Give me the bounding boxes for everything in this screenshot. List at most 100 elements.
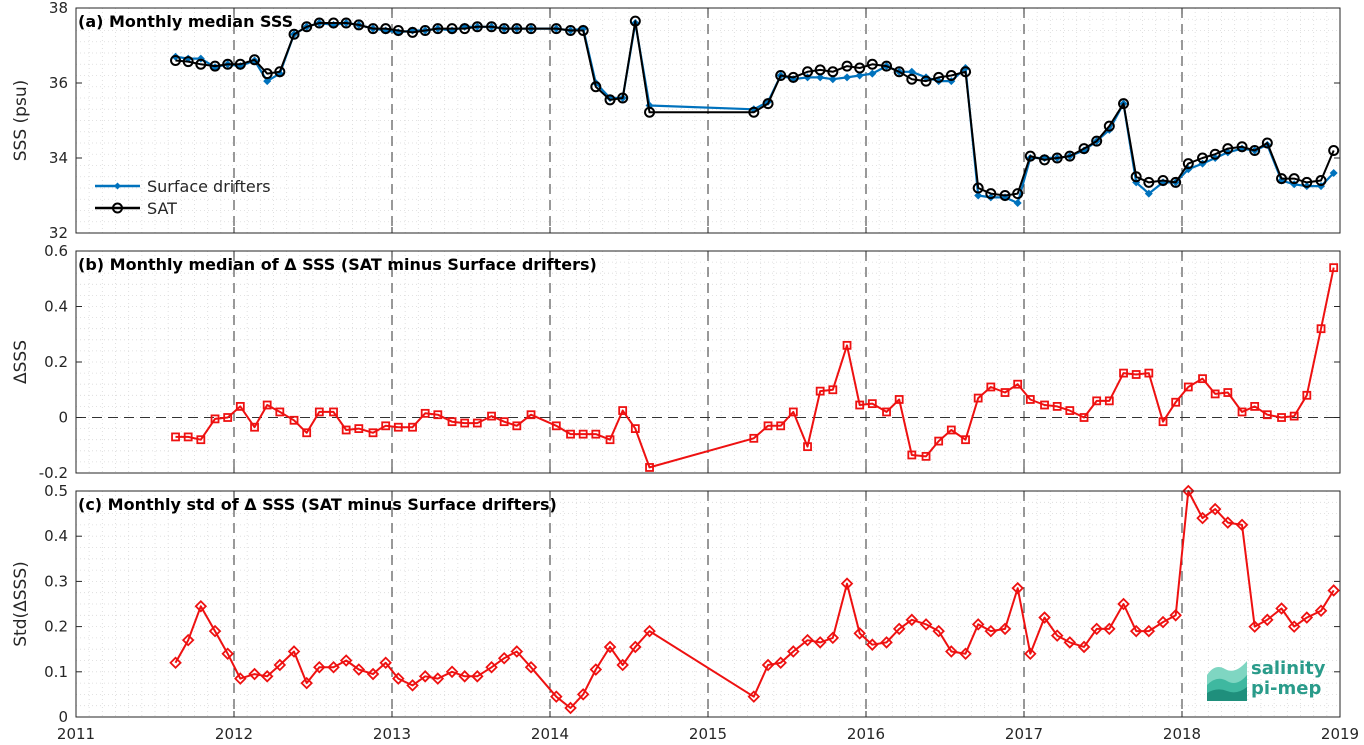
x-tick-label: 2017 [1005,725,1043,743]
data-point [329,407,338,417]
y-tick-label: 34 [49,149,68,167]
data-point [1000,388,1010,397]
data-point [1314,604,1328,618]
data-point [234,58,246,70]
data-point [1328,145,1340,156]
data-point [1198,374,1207,384]
data-point [565,25,577,36]
data-point [1210,389,1220,399]
panel-b-delta: -0.2 0 0.2 0.4 0.6 ΔSSS (b) Monthly median o… [11,242,1341,482]
data-point [446,23,458,35]
data-point [578,429,588,439]
data-point [1052,401,1062,411]
data-point [300,676,313,690]
logo-line1: salinity [1251,658,1326,679]
salinity-pi-mep-logo: salinity pi-mep [1205,657,1345,705]
data-point [408,422,417,432]
data-point [1316,324,1326,334]
data-point [328,17,340,29]
data-point [1064,150,1076,162]
data-point [893,66,905,78]
data-point [855,71,864,80]
y-tick-label: 36 [49,74,68,92]
data-point [1103,622,1116,636]
data-point [855,400,865,410]
data-point [867,399,877,409]
data-point [1169,609,1182,622]
data-point [183,432,193,442]
panel-b-title: (b) Monthly median of Δ SSS (SAT minus S… [78,255,597,274]
data-point [1039,154,1051,166]
panel-a-ticks: 32 34 36 38 [49,0,1341,242]
data-point [352,663,366,676]
data-point [814,64,826,76]
data-point [854,62,866,74]
legend: Surface drifters SAT [95,177,271,218]
panel-a-title: (a) Monthly median SSS [78,12,293,31]
panel-c-std: 0 0.1 0.2 0.3 0.4 0.5 2011 2012 2013 2014 2015 2016… [11,482,1359,743]
data-point [1024,647,1037,660]
data-point [419,25,431,36]
data-point [459,23,471,35]
data-point [985,188,997,200]
data-point [274,66,286,78]
data-point [843,73,852,82]
data-point [972,182,984,194]
data-point [945,645,958,658]
data-point [589,663,603,676]
data-point [1329,169,1338,177]
data-point [551,421,561,431]
data-point [393,422,403,432]
data-point [892,622,906,636]
panel-b-ticks: -0.2 0 0.2 0.4 0.6 [39,242,1341,482]
data-point [998,622,1012,636]
legend-drifters-label: Surface drifters [147,177,271,196]
data-point [828,75,837,84]
data-point [1197,152,1209,164]
panel-a-ylabel: SSS (psu) [11,80,31,161]
data-point [868,69,877,78]
data-point [510,645,524,658]
data-point [630,424,640,434]
data-point [566,429,575,439]
x-tick-label: 2012 [215,725,253,743]
data-point [934,436,944,446]
legend-drifters-marker [114,182,121,190]
data-point [368,428,378,438]
data-point [866,638,879,651]
data-point [302,428,312,438]
data-point [261,68,273,80]
y-tick-label: 0 [58,409,68,427]
data-point [234,672,247,685]
data-point [921,451,931,461]
data-point [815,386,825,396]
panel-a-grid [76,8,1340,233]
data-point [1222,143,1234,155]
data-point [803,442,812,452]
data-point [761,658,775,672]
data-point [499,417,509,427]
data-point [1300,611,1314,624]
data-point [880,636,893,649]
data-point [1182,484,1195,498]
data-point [275,407,285,417]
data-point [354,424,364,434]
series-line-delta [174,490,1335,709]
data-point [1079,413,1089,422]
data-point [288,28,300,40]
data-point [1065,406,1075,415]
data-point [974,191,983,200]
panel-c-grid [76,491,1340,717]
data-point [1156,615,1170,629]
legend-sat-marker [112,202,123,214]
data-point [486,21,498,33]
data-point [550,23,562,35]
data-point [999,190,1011,201]
data-point [959,647,972,660]
data-point [432,23,444,35]
data-point [1038,611,1051,624]
data-point [313,661,326,674]
data-point [1221,516,1235,529]
data-point [1090,622,1103,636]
data-point [961,435,970,445]
